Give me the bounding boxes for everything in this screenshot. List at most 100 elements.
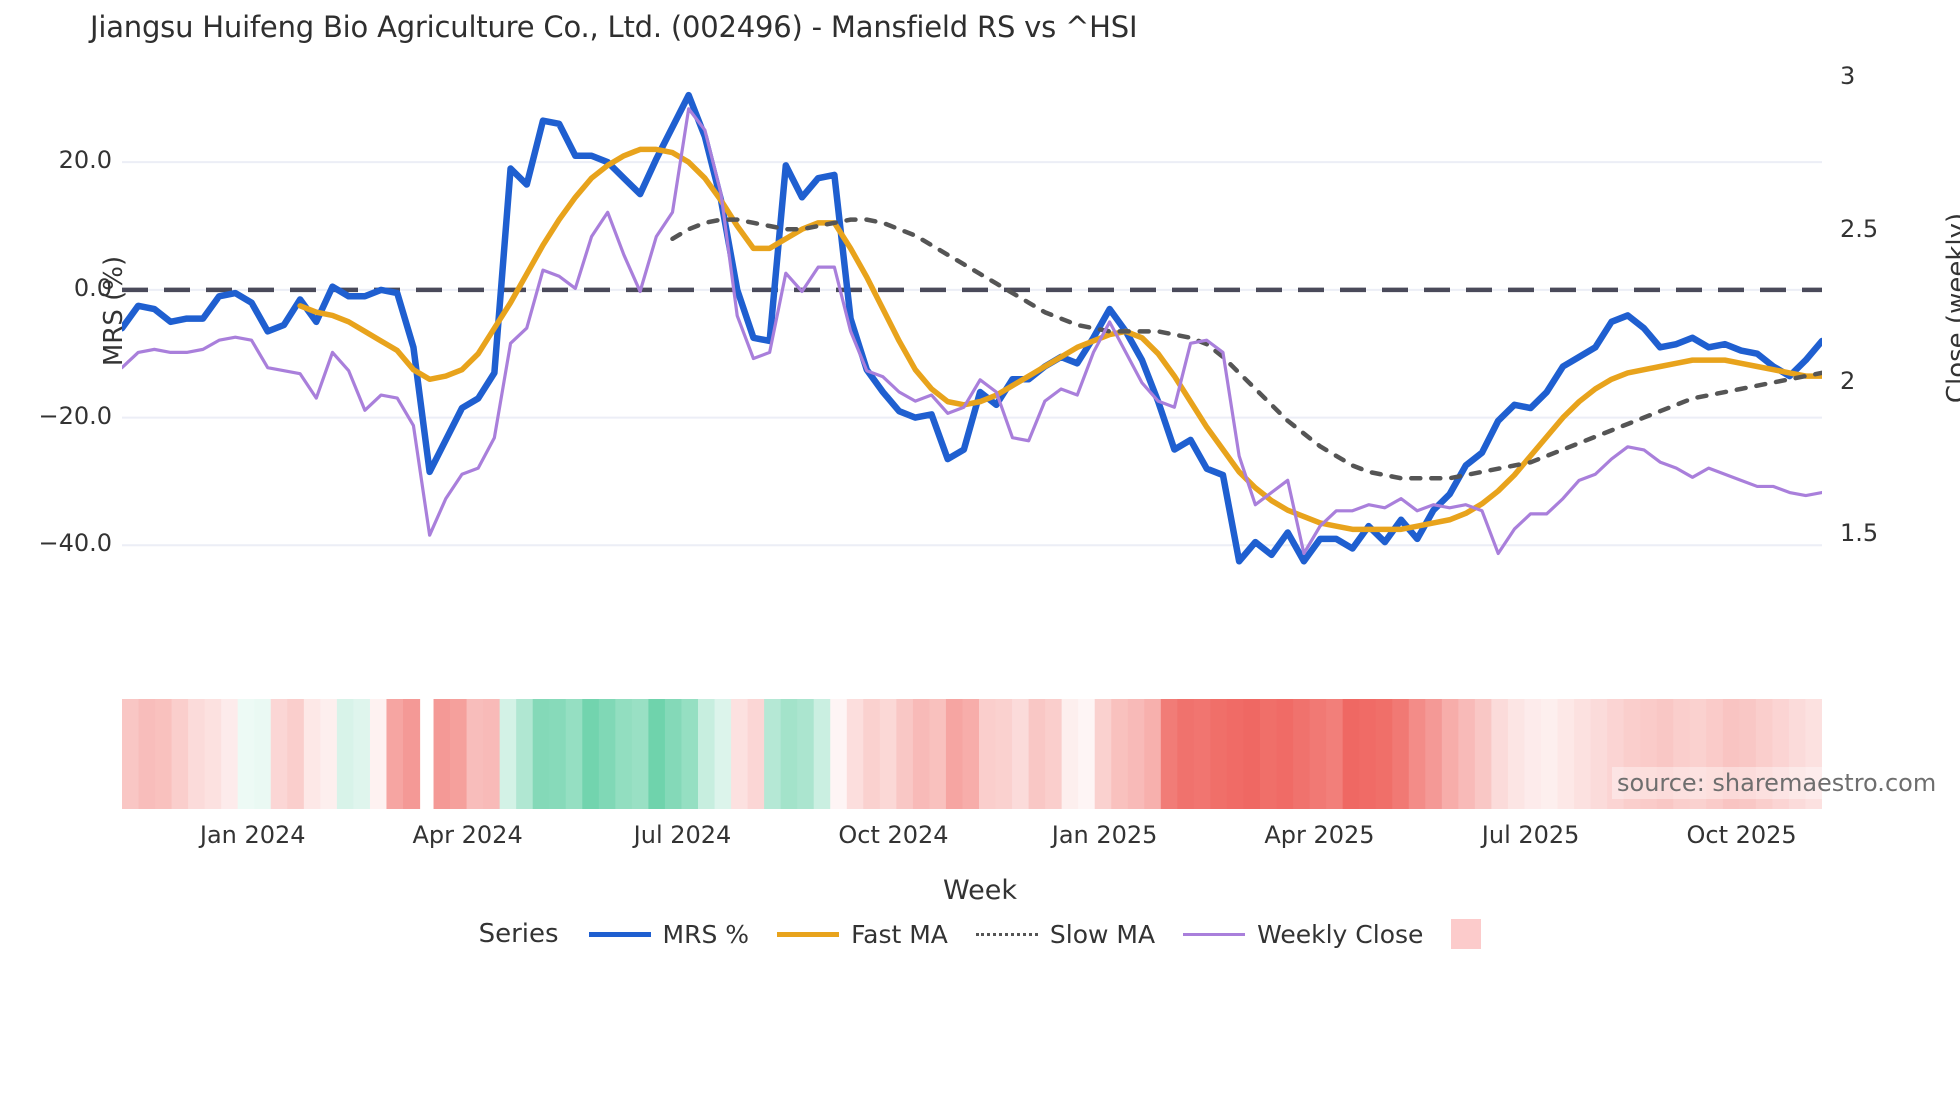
legend-item[interactable]: Slow MA [975, 920, 1155, 949]
legend-line-swatch [777, 931, 840, 937]
heatmap-cell [731, 699, 749, 809]
heatmap-cell [1177, 699, 1195, 809]
heatmap-cell [631, 699, 650, 809]
heatmap-cell [336, 699, 355, 809]
heatmap-cell [466, 699, 484, 809]
heatmap-cell [1160, 699, 1178, 809]
plot-area [122, 60, 1822, 590]
heatmap-cell [1375, 699, 1393, 809]
heatmap-cell [1094, 699, 1112, 809]
heatmap-cell [1012, 699, 1030, 809]
heatmap-cell [287, 699, 305, 809]
heatmap-cell [549, 699, 567, 809]
heatmap-cell [1755, 699, 1774, 809]
heatmap-cell [204, 699, 222, 809]
heatmap-cell [1127, 699, 1145, 809]
heatmap-cell [1210, 699, 1228, 809]
heatmap-cell [270, 699, 288, 809]
heatmap-cell [1474, 699, 1493, 809]
heatmap-cell [565, 699, 583, 809]
legend-item-label: Fast MA [851, 919, 948, 949]
legend-item[interactable]: Weekly Close [1183, 920, 1423, 949]
heatmap-cell [1590, 699, 1608, 809]
heatmap-cell [403, 699, 421, 809]
heatmap-cell [1243, 699, 1261, 809]
page-title: Jiangsu Huifeng Bio Agriculture Co., Ltd… [90, 10, 1138, 44]
heatmap-cell [1226, 699, 1245, 809]
heatmap-cell [320, 699, 338, 809]
legend-item[interactable]: Fast MA [777, 920, 948, 949]
heatmap-cell [1706, 699, 1724, 809]
heatmap-cell [1458, 699, 1476, 809]
heatmap-cell [1689, 699, 1707, 809]
heatmap-cell [830, 699, 848, 809]
heatmap-cell [764, 699, 782, 809]
heatmap-cell [1507, 699, 1526, 809]
y-tick-label-left: 0.0 [73, 273, 112, 302]
x-tick-label: Oct 2024 [838, 821, 949, 849]
x-tick-label: Jan 2025 [1051, 821, 1158, 849]
heatmap-cell [896, 699, 914, 809]
series-line-slow-ma [670, 217, 1822, 481]
heatmap-cell [681, 699, 699, 809]
heatmap-cell [1425, 699, 1443, 809]
series-line-fast-ma [297, 146, 1822, 533]
heatmap-cell [1541, 699, 1559, 809]
y-tick-label-left: 20.0 [58, 146, 112, 175]
heatmap-cell [1607, 699, 1625, 809]
heatmap-cell [698, 699, 716, 809]
heatmap-cell [747, 699, 765, 809]
heatmap-cell [615, 699, 633, 809]
heatmap-cell [1326, 699, 1344, 809]
heatmap-cell [1144, 699, 1162, 809]
heatmap-cell [582, 699, 600, 809]
heatmap-cell [863, 699, 881, 809]
x-tick-label: Apr 2024 [412, 821, 523, 849]
legend-item[interactable] [1451, 919, 1482, 949]
y-tick-label-right: 3 [1840, 62, 1856, 91]
series-line-weekly-close [122, 107, 1822, 556]
heatmap-cell [648, 699, 666, 809]
heatmap-cell [386, 699, 404, 809]
heatmap-cell [1342, 699, 1360, 809]
legend-title: Series [478, 919, 559, 949]
heatmap-cell [912, 699, 931, 809]
heatmap-cell [1623, 699, 1641, 809]
heatmap-cell [122, 699, 140, 809]
heatmap-cell [1656, 699, 1674, 809]
y-tick-label-left: −20.0 [38, 401, 112, 430]
legend-entries: MRS % Fast MA Slow MA Weekly Close [588, 919, 1482, 949]
heatmap-cell [1193, 699, 1212, 809]
heatmap-cell [155, 699, 173, 809]
heatmap-cell [221, 699, 239, 809]
heatmap-cell [369, 699, 388, 809]
x-tick-label: Jan 2024 [199, 821, 306, 849]
y-tick-label-right: 2.5 [1840, 214, 1879, 243]
heatmap-cell [516, 699, 534, 809]
source-watermark: source: sharemaestro.com [1612, 767, 1942, 799]
heatmap-cell [797, 699, 815, 809]
heatmap-cell [879, 699, 897, 809]
heatmap-cell [929, 699, 947, 809]
heatmap-cell [1772, 699, 1790, 809]
x-tick-label: Jul 2024 [633, 821, 732, 849]
heatmap-svg [122, 699, 1822, 809]
heatmap-cell [1111, 699, 1129, 809]
legend-box-swatch [1451, 919, 1482, 949]
heatmap-cell [1408, 699, 1426, 809]
heatmap-cell [1673, 699, 1691, 809]
x-axis-label: Week [943, 875, 1017, 906]
legend-line-swatch [1183, 932, 1246, 936]
y-axis-label-right: Close (weekly) [1942, 212, 1960, 404]
heatmap-cell [188, 699, 206, 809]
heatmap-cell [499, 699, 517, 809]
heatmap-cell [1722, 699, 1740, 809]
heatmap-cell [138, 699, 156, 809]
heatmap-cell [1392, 699, 1410, 809]
heatmap-cell [1276, 699, 1294, 809]
legend-item[interactable]: MRS % [588, 920, 749, 949]
heatmap-cell [1805, 699, 1822, 809]
y-tick-label-left: −40.0 [38, 529, 112, 558]
x-tick-label: Apr 2025 [1264, 821, 1375, 849]
